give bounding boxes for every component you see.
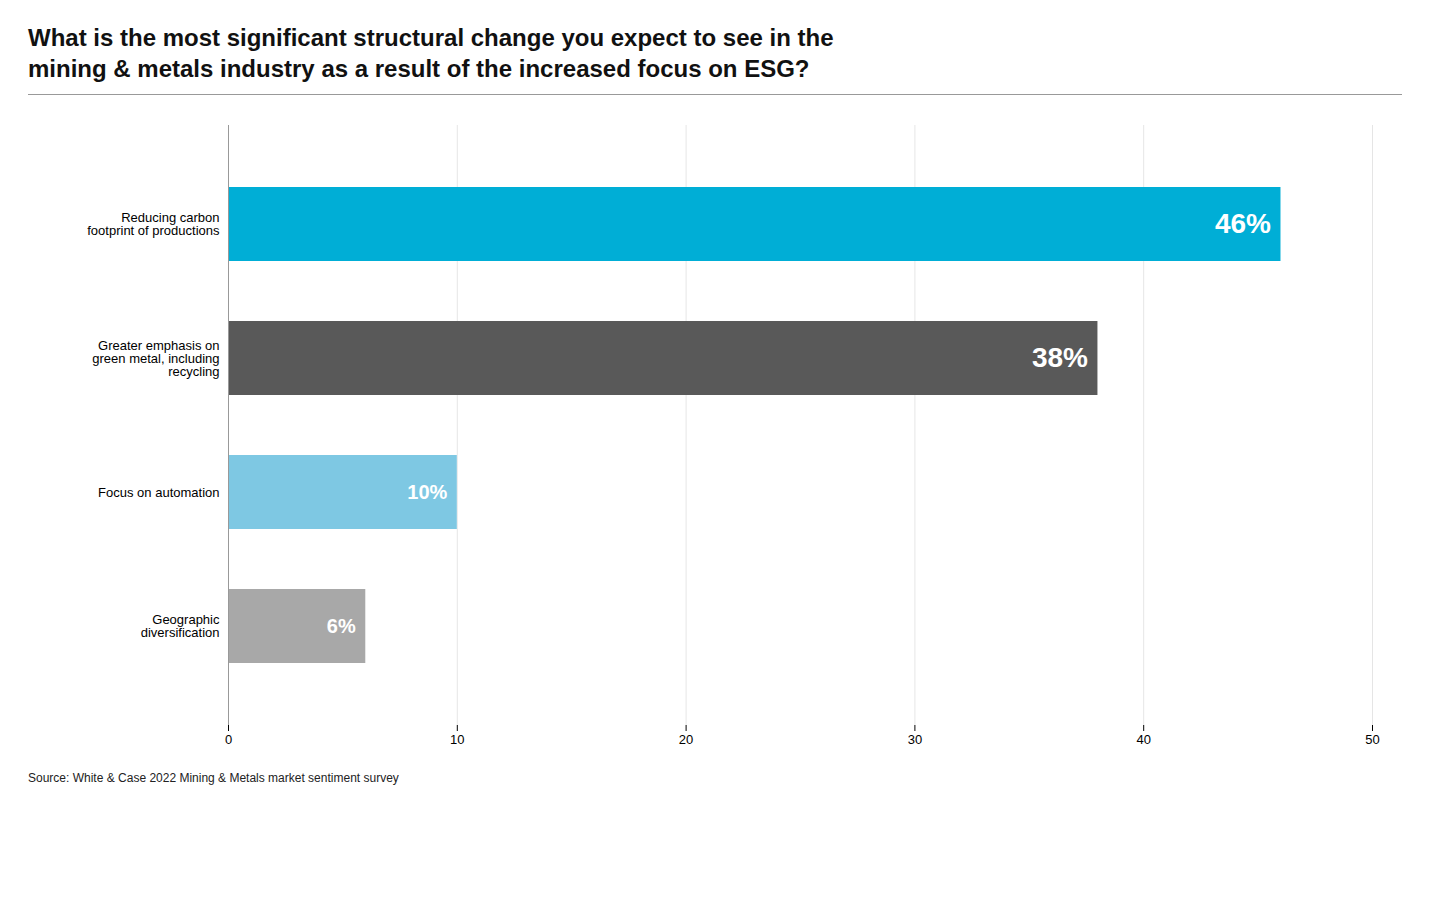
- svg-text:40: 40: [1136, 732, 1150, 747]
- svg-text:6%: 6%: [327, 615, 356, 637]
- html-text:Source: White & Case 2022 Mini: Source: White & Case 2022 Mining & Metal…: [28, 771, 399, 786]
- svg-text:Focus on automation: Focus on automation: [98, 485, 219, 500]
- svg-text:38%: 38%: [1032, 343, 1088, 374]
- svg-text:Greater emphasis ongreen metal: Greater emphasis ongreen metal, includin…: [92, 338, 219, 379]
- svg-text:Reducing carbonfootprint of pr: Reducing carbonfootprint of productions: [87, 211, 220, 239]
- svg-text:10%: 10%: [407, 481, 447, 503]
- svg-text:50: 50: [1365, 732, 1379, 747]
- svg-text:Geographicdiversification: Geographicdiversification: [141, 613, 220, 641]
- svg-text:20: 20: [679, 732, 693, 747]
- svg-text:10: 10: [450, 732, 464, 747]
- svg-text:0: 0: [225, 732, 232, 747]
- html-text:What is the most significant s: What is the most significant structural …: [28, 24, 834, 83]
- svg-text:30: 30: [908, 732, 922, 747]
- svg-text:46%: 46%: [1215, 209, 1271, 240]
